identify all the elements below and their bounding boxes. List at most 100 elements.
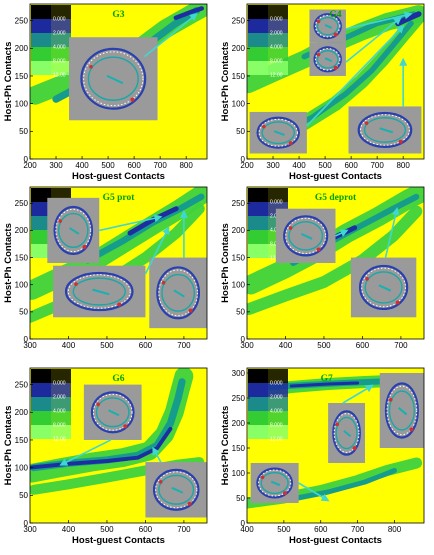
y-tick-label: 150 xyxy=(15,72,29,81)
colorbar-swatch xyxy=(31,188,51,202)
x-axis-label: Host-guest Contacts xyxy=(289,171,382,182)
colorbar-level-label: 2.000 xyxy=(270,395,283,401)
x-axis-label: Host-guest Contacts xyxy=(72,171,165,182)
molecule-inner-ring xyxy=(87,56,139,101)
colorbar-level-label: 8.000 xyxy=(53,59,66,65)
colorbar-level-label: 0.000 xyxy=(53,17,66,23)
guest-molecule xyxy=(171,486,184,494)
colorbar-legend: 0.000 2.000 4.000 8.000 12.00 xyxy=(248,369,288,443)
colorbar-level-label: 0.000 xyxy=(270,17,283,23)
guest-molecule xyxy=(92,288,110,296)
colorbar-swatch-label-bg xyxy=(51,369,71,383)
molecule-inset xyxy=(309,42,346,76)
annotation-arrow xyxy=(345,16,402,63)
molecule-hydrogens xyxy=(55,208,92,253)
molecule-ring xyxy=(53,205,94,255)
x-tick-label: 300 xyxy=(266,161,280,170)
colorbar-swatch xyxy=(248,5,268,19)
molecule-hydrogens xyxy=(314,48,341,71)
colorbar-swatch xyxy=(248,61,268,75)
x-tick-label: 300 xyxy=(49,161,63,170)
y-tick-label: 250 xyxy=(15,199,29,208)
colorbar-level-label: 2.000 xyxy=(270,31,283,37)
oxygen-atom xyxy=(96,402,100,407)
x-tick-label: 300 xyxy=(23,341,37,350)
colorbar-swatch xyxy=(248,202,268,216)
panel-title: G7 xyxy=(321,374,333,384)
colorbar-legend: 0.000 2.000 4.000 8.000 12.00 xyxy=(31,5,71,79)
y-tick-label: 0 xyxy=(24,155,29,164)
y-tick-label: 150 xyxy=(232,444,246,453)
y-tick-label: 0 xyxy=(24,519,29,528)
x-tick-label: 700 xyxy=(370,161,384,170)
colorbar-level-label: 12.00 xyxy=(270,73,283,79)
molecule-hydrogens xyxy=(67,274,131,309)
y-tick-label: 50 xyxy=(19,127,28,136)
oxygen-atom xyxy=(388,397,393,402)
colorbar-swatch xyxy=(31,244,51,258)
x-tick-label: 400 xyxy=(62,341,76,350)
molecule-inner-ring xyxy=(161,273,196,312)
y-tick-label: 150 xyxy=(232,253,246,262)
molecule-inner-ring xyxy=(364,271,403,304)
oxygen-atom xyxy=(130,97,135,102)
molecule-inset xyxy=(145,462,207,518)
molecule-ring xyxy=(80,47,147,110)
oxygen-atom xyxy=(398,139,403,144)
molecule-hydrogens xyxy=(83,51,144,107)
molecule-hydrogens xyxy=(258,118,298,147)
colorbar-swatch-label-bg xyxy=(51,411,71,425)
panel-title: G3 xyxy=(112,10,124,20)
colorbar-swatch xyxy=(248,216,268,230)
x-tick-label: 400 xyxy=(279,341,293,350)
colorbar-level-label: 4.000 xyxy=(53,45,66,51)
colorbar-level-label: 4.000 xyxy=(270,409,283,415)
x-tick-label: 500 xyxy=(100,525,114,534)
guest-molecule xyxy=(173,289,185,298)
colorbar-swatch-label-bg xyxy=(268,397,288,411)
molecule-hydrogens xyxy=(258,469,292,497)
oxygen-atom xyxy=(58,219,62,223)
annotation-arrow xyxy=(345,11,413,30)
x-tick-label: 500 xyxy=(318,161,332,170)
colorbar-swatch xyxy=(248,47,268,61)
oxygen-atom xyxy=(260,475,265,480)
x-tick-label: 300 xyxy=(240,341,254,350)
colorbar-swatch-label-bg xyxy=(51,397,71,411)
molecule-inset xyxy=(309,9,346,43)
oxygen-atom xyxy=(161,280,166,285)
density-ridge-high xyxy=(289,381,360,388)
y-tick-label: 0 xyxy=(241,155,246,164)
plot-frame xyxy=(246,367,425,524)
colorbar-level-label: 0.000 xyxy=(270,381,283,387)
annotation-arrow xyxy=(152,446,162,463)
colorbar-swatch xyxy=(31,202,51,216)
y-tick-label: 150 xyxy=(15,253,29,262)
y-tick-label: 200 xyxy=(232,226,246,235)
guest-molecule xyxy=(324,57,333,63)
oxygen-atom xyxy=(364,121,369,125)
guest-molecule xyxy=(270,480,281,487)
y-axis-label: Host-Ph Contacts xyxy=(220,42,231,122)
panel-g5-prot: 0.0002.0004.0008.00012.00300400500600700… xyxy=(3,186,208,350)
panel-title: G5 prot xyxy=(103,193,136,203)
y-tick-label: 50 xyxy=(19,308,28,317)
y-tick-label: 250 xyxy=(15,16,29,25)
colorbar-swatch xyxy=(31,383,51,397)
y-tick-label: 0 xyxy=(241,519,246,528)
oxygen-atom xyxy=(123,424,128,429)
x-tick-label: 400 xyxy=(292,161,306,170)
x-tick-label: 600 xyxy=(356,341,370,350)
plot-area: 0.000 2.000 4.000 8.000 12.00 xyxy=(247,5,424,154)
molecule-inset xyxy=(275,208,336,263)
colorbar-swatch-label-bg xyxy=(268,61,288,75)
colorbar-level-label: 12.00 xyxy=(270,437,283,443)
oxygen-atom xyxy=(333,32,338,37)
guest-molecule xyxy=(379,127,394,134)
colorbar-swatch-label-bg xyxy=(268,425,288,439)
oxygen-atom xyxy=(188,308,193,313)
guest-molecule xyxy=(398,407,408,416)
oxygen-atom xyxy=(262,124,266,129)
molecule-ring xyxy=(283,215,329,257)
